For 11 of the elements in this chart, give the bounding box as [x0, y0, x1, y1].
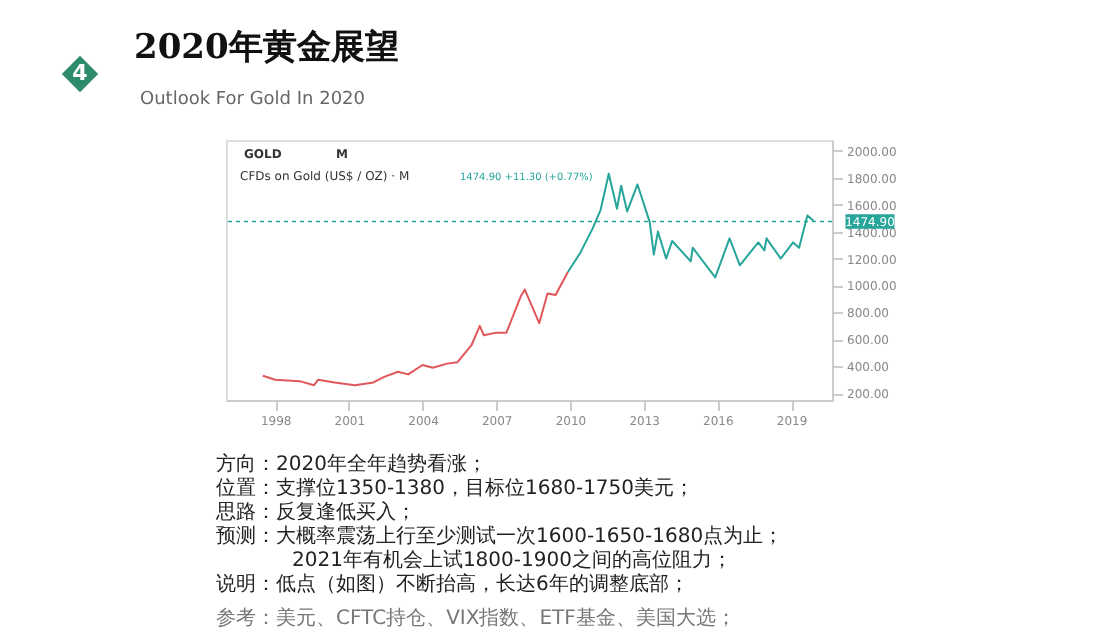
text: 说明：低点（如图）不断抬高，长达6年的调整底部；	[216, 572, 689, 596]
text: 位置：支撑位1350-1380，目标位1680-1750美元；	[216, 476, 695, 500]
text: 2021年有机会上试1800-1900之间的高位阻力；	[292, 548, 732, 572]
text: 4	[72, 60, 89, 86]
line-series	[261, 271, 569, 387]
chart-subtitle: Outlook For Gold In 2020	[140, 90, 366, 110]
text: 方向：2020年全年趋势看涨；	[216, 452, 487, 476]
text: 参考：美元、CFTC持仓、VIX指数、ETF基金、美国大选；	[216, 606, 736, 630]
text: 思路：反复逢低买入；	[214, 500, 416, 524]
chart-title: 2020年黄金展望	[134, 28, 399, 68]
text: 预测：大概率震荡上行至少测试一次1600-1650-1680点为止；	[216, 524, 784, 548]
